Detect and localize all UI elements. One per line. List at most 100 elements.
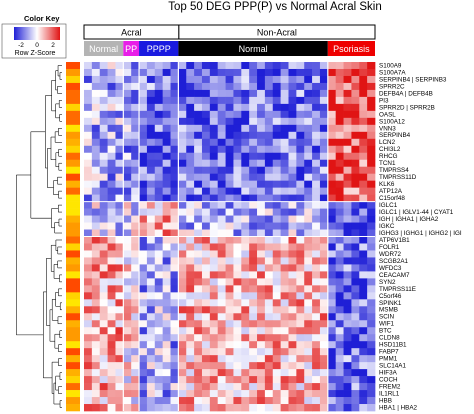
heatmap-cell — [84, 103, 93, 112]
heatmap-cell — [107, 320, 116, 328]
heatmap-cell — [359, 320, 368, 328]
heatmap-cell — [201, 264, 211, 272]
heatmap-cell — [280, 187, 289, 195]
heatmap-cell — [257, 355, 266, 363]
heatmap-cell — [162, 187, 171, 195]
heatmap-cell — [139, 320, 148, 328]
heatmap-cell — [319, 397, 329, 405]
heatmap-cell — [217, 397, 226, 405]
heatmap-cell — [343, 201, 352, 209]
heatmap-cell — [288, 292, 297, 300]
heatmap-cell — [162, 110, 171, 119]
heatmap-cell — [178, 250, 187, 258]
heatmap-cell — [217, 68, 226, 77]
heatmap-cell — [178, 89, 187, 98]
heatmap-cell — [225, 404, 234, 412]
heatmap-cell — [209, 194, 219, 202]
heatmap-cell — [288, 299, 297, 307]
heatmap-cell — [296, 299, 305, 307]
heatmap-cell — [343, 159, 352, 168]
heatmap-cell — [249, 250, 258, 258]
heatmap-cell — [343, 166, 352, 175]
heatmap-cell — [359, 103, 368, 112]
heatmap-cell — [146, 292, 156, 300]
row-side-color — [66, 208, 80, 216]
heatmap-cell — [209, 341, 219, 349]
heatmap-cell — [312, 278, 321, 286]
heatmap-cell — [186, 180, 195, 188]
heatmap-cell — [335, 271, 344, 279]
heatmap-cell — [359, 62, 368, 70]
heatmap-cell — [123, 187, 132, 195]
heatmap-cell — [123, 320, 132, 328]
heatmap-cell — [178, 355, 187, 363]
heatmap-cell — [225, 243, 234, 251]
row-side-color — [66, 390, 80, 398]
heatmap-cell — [178, 110, 187, 119]
color-key: Color Key -2 0 2 Row Z-Score — [1, 14, 67, 59]
heatmap-cell — [186, 306, 195, 314]
heatmap-cell — [312, 306, 321, 314]
heatmap-cell — [209, 271, 219, 279]
heatmap-cell — [194, 75, 203, 84]
heatmap-cell — [209, 397, 219, 405]
heatmap-cell — [99, 376, 108, 384]
heatmap-cell — [241, 138, 250, 147]
heatmap-cell — [178, 327, 187, 335]
heatmap-cell — [194, 257, 203, 265]
heatmap-cell — [162, 369, 171, 377]
heatmap-cell — [217, 62, 226, 70]
heatmap-cell — [241, 208, 250, 216]
gene-label: HBA1 | HBA2 — [379, 404, 418, 411]
heatmap-cell — [131, 68, 140, 77]
heatmap-cell — [91, 404, 101, 412]
heatmap-cell — [139, 292, 148, 300]
heatmap-cell — [131, 138, 140, 147]
heatmap-cell — [84, 68, 93, 77]
heatmap-cell — [241, 215, 250, 223]
heatmap-cell — [343, 138, 352, 147]
heatmap-cell — [264, 173, 274, 182]
heatmap-cell — [272, 208, 281, 216]
heatmap-cell — [99, 313, 108, 321]
heatmap-cell — [241, 187, 250, 195]
heatmap-cell — [115, 194, 124, 202]
heatmap-cell — [225, 159, 234, 168]
heatmap-cell — [312, 292, 321, 300]
heatmap-cell — [312, 362, 321, 370]
heatmap-cell — [186, 278, 195, 286]
heatmap-cell — [351, 208, 360, 216]
heatmap-cell — [343, 264, 352, 272]
heatmap-cell — [162, 117, 171, 126]
heatmap-cell — [264, 299, 274, 307]
heatmap-cell — [319, 278, 329, 286]
heatmap-cell — [162, 62, 171, 70]
heatmap-cell — [319, 124, 329, 133]
heatmap-cell — [288, 327, 297, 335]
heatmap-cell — [170, 117, 179, 126]
gene-label: SPRR2C — [379, 83, 405, 90]
heatmap-cell — [162, 264, 171, 272]
heatmap-cell — [343, 180, 352, 188]
heatmap-cell — [280, 180, 289, 188]
gene-label: SERPINB4 | SERPINB3 — [379, 76, 447, 83]
heatmap-cell — [178, 390, 187, 398]
heatmap-cell — [359, 68, 368, 77]
heatmap-cell — [186, 327, 195, 335]
heatmap-cell — [139, 362, 148, 370]
heatmap-cell — [312, 320, 321, 328]
heatmap-cell — [312, 390, 321, 398]
heatmap-cell — [351, 271, 360, 279]
row-side-color — [66, 306, 80, 314]
heatmap-cell — [91, 117, 101, 126]
heatmap-cell — [343, 292, 352, 300]
heatmap-cell — [131, 250, 140, 258]
heatmap-cell — [84, 75, 93, 84]
heatmap-cell — [367, 131, 376, 140]
heatmap-cell — [264, 138, 274, 147]
heatmap-cell — [249, 110, 258, 119]
heatmap-cell — [319, 348, 329, 356]
heatmap-cell — [249, 159, 258, 168]
heatmap-cell — [257, 117, 266, 126]
heatmap-cell — [154, 138, 163, 147]
